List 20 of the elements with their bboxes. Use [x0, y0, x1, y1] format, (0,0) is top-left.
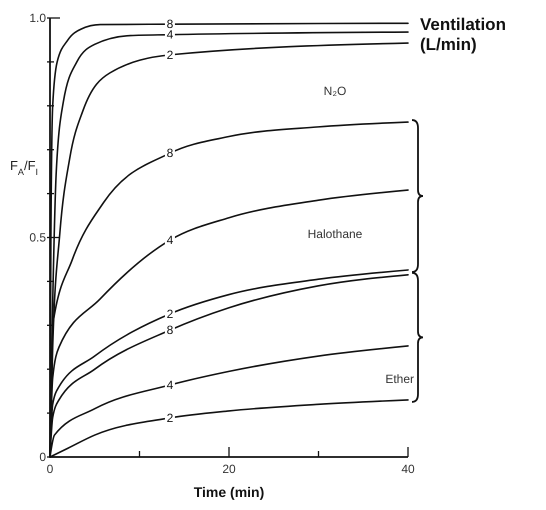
y-tick-label: 1.0 — [29, 11, 46, 25]
series-label: 2 — [166, 410, 174, 425]
series-label: 8 — [166, 323, 174, 338]
annotation: Ether — [385, 372, 414, 386]
series-label: 2 — [166, 48, 174, 62]
series-label: 8 — [166, 146, 174, 160]
x-tick-label: 40 — [401, 462, 415, 476]
series-label: 4 — [166, 233, 174, 248]
text: Ventilation (L/min) — [420, 15, 506, 54]
x-tick-label: 20 — [222, 462, 236, 476]
series-label: 2 — [166, 306, 174, 321]
annotation: N₂O — [324, 84, 346, 98]
x-axis-title: Time (min) — [194, 484, 264, 500]
y-axis-title: F$_{A}$/F$_{I}$ — [10, 158, 38, 177]
y-tick-label: 0 — [39, 450, 46, 464]
series-label: 4 — [166, 28, 174, 42]
y-tick-label: 0.5 — [29, 230, 46, 244]
series-label: 8 — [166, 17, 174, 32]
annotation: Halothane — [308, 227, 363, 241]
series-label: 4 — [166, 378, 174, 392]
